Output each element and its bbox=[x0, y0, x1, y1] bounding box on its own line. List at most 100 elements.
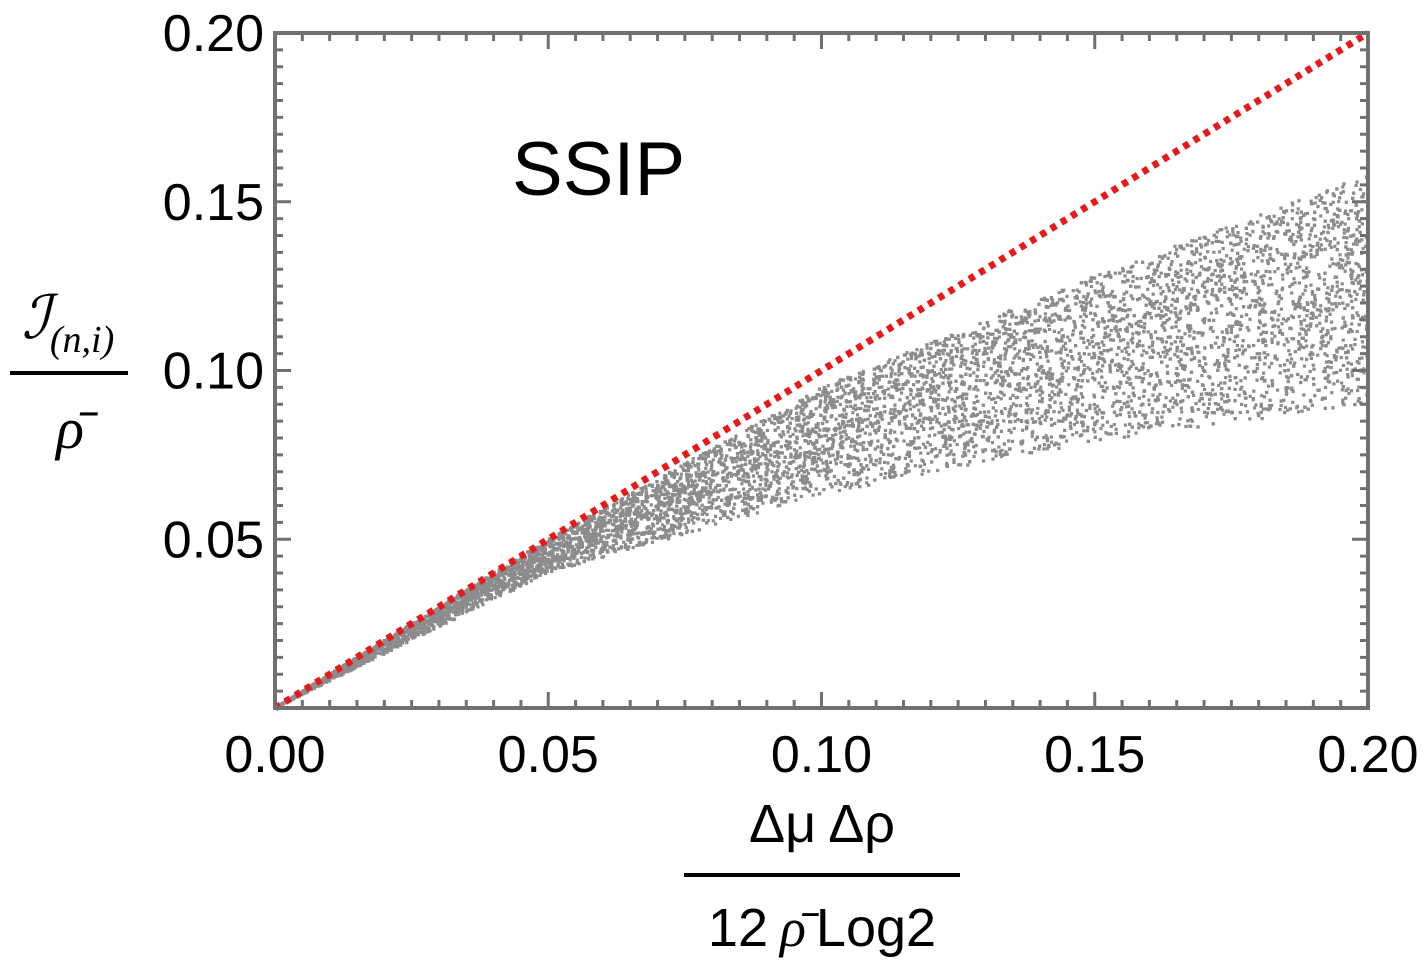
scatter-point bbox=[902, 439, 906, 443]
scatter-point bbox=[738, 464, 742, 468]
scatter-point bbox=[1219, 258, 1223, 262]
scatter-point bbox=[527, 566, 531, 570]
scatter-point bbox=[960, 361, 964, 365]
scatter-point bbox=[1285, 253, 1289, 257]
scatter-point bbox=[1358, 187, 1363, 192]
scatter-point bbox=[865, 447, 869, 451]
scatter-point bbox=[968, 430, 972, 434]
scatter-point bbox=[1180, 290, 1184, 294]
scatter-point bbox=[1097, 408, 1101, 412]
scatter-point bbox=[991, 457, 995, 461]
scatter-point bbox=[862, 441, 866, 445]
scatter-point bbox=[639, 517, 643, 521]
scatter-point bbox=[1259, 235, 1263, 239]
scatter-point bbox=[1261, 230, 1265, 234]
scatter-point bbox=[1160, 324, 1164, 328]
scatter-point bbox=[1108, 363, 1112, 367]
scatter-point bbox=[901, 407, 905, 411]
scatter-point bbox=[620, 527, 624, 531]
scatter-point bbox=[650, 531, 654, 535]
scatter-point bbox=[858, 429, 862, 433]
scatter-point bbox=[1333, 244, 1337, 248]
scatter-point bbox=[689, 474, 693, 478]
scatter-point bbox=[1341, 185, 1345, 189]
scatter-point bbox=[1170, 303, 1174, 307]
scatter-point bbox=[746, 496, 750, 500]
scatter-point bbox=[1233, 335, 1237, 339]
scatter-point bbox=[696, 499, 701, 503]
scatter-point bbox=[891, 452, 895, 456]
scatter-point bbox=[1112, 319, 1116, 323]
scatter-point bbox=[371, 658, 375, 662]
scatter-point bbox=[963, 442, 967, 446]
scatter-point bbox=[723, 510, 727, 514]
scatter-point bbox=[1244, 292, 1249, 296]
scatter-point bbox=[1167, 317, 1171, 321]
scatter-point bbox=[1113, 271, 1117, 275]
scatter-point bbox=[1003, 407, 1007, 411]
scatter-point bbox=[690, 518, 694, 522]
scatter-point bbox=[1344, 200, 1348, 204]
scatter-point bbox=[773, 450, 777, 454]
scatter-point bbox=[1086, 292, 1090, 296]
scatter-point bbox=[1240, 344, 1244, 348]
scatter-point bbox=[1074, 395, 1078, 399]
scatter-point bbox=[738, 441, 742, 445]
scatter-point bbox=[666, 521, 670, 525]
scatter-point bbox=[747, 427, 751, 431]
scatter-point bbox=[1255, 366, 1259, 370]
scatter-point bbox=[928, 395, 932, 399]
scatter-point bbox=[1085, 295, 1089, 299]
scatter-point bbox=[888, 469, 892, 473]
scatter-point bbox=[1302, 364, 1307, 368]
scatter-point bbox=[960, 354, 964, 358]
scatter-point bbox=[518, 564, 522, 568]
scatter-point bbox=[599, 535, 603, 539]
scatter-point bbox=[577, 562, 581, 566]
scatter-point bbox=[1073, 417, 1077, 421]
scatter-point bbox=[840, 413, 844, 417]
scatter-point bbox=[705, 489, 709, 494]
scatter-point bbox=[1341, 190, 1345, 194]
scatter-point bbox=[896, 410, 900, 414]
scatter-point bbox=[1108, 273, 1112, 278]
scatter-point bbox=[759, 478, 763, 482]
scatter-point bbox=[1125, 326, 1129, 330]
scatter-point bbox=[1064, 417, 1068, 421]
scatter-point bbox=[1015, 395, 1020, 399]
scatter-point bbox=[1267, 283, 1271, 287]
scatter-point bbox=[962, 404, 966, 408]
scatter-point bbox=[674, 482, 678, 486]
scatter-point bbox=[686, 480, 690, 484]
scatter-point bbox=[1202, 280, 1206, 284]
scatter-point bbox=[802, 413, 806, 417]
scatter-point bbox=[1256, 338, 1261, 342]
scatter-point bbox=[1361, 345, 1365, 349]
scatter-point bbox=[1043, 418, 1047, 422]
scatter-point bbox=[1122, 317, 1126, 321]
scatter-point bbox=[1259, 410, 1263, 414]
scatter-point bbox=[802, 463, 806, 467]
scatter-point bbox=[825, 394, 829, 398]
scatter-point bbox=[799, 468, 803, 472]
scatter-point bbox=[1037, 447, 1041, 451]
scatter-point bbox=[787, 414, 791, 418]
scatter-point bbox=[912, 383, 916, 387]
scatter-point bbox=[1020, 318, 1024, 322]
scatter-point bbox=[1016, 352, 1020, 356]
scatter-point bbox=[1118, 339, 1123, 343]
scatter-point bbox=[937, 352, 941, 356]
scatter-point bbox=[1239, 267, 1244, 271]
scatter-point bbox=[985, 425, 989, 429]
scatter-point bbox=[867, 441, 871, 445]
scatter-point bbox=[786, 471, 790, 475]
scatter-point bbox=[1109, 424, 1113, 428]
scatter-point bbox=[928, 427, 932, 431]
scatter-point bbox=[1007, 410, 1011, 414]
scatter-point bbox=[689, 478, 693, 482]
scatter-point bbox=[846, 419, 850, 424]
scatter-point bbox=[679, 472, 683, 476]
scatter-point bbox=[942, 376, 946, 380]
scatter-point bbox=[1346, 387, 1350, 391]
scatter-point bbox=[907, 453, 911, 457]
